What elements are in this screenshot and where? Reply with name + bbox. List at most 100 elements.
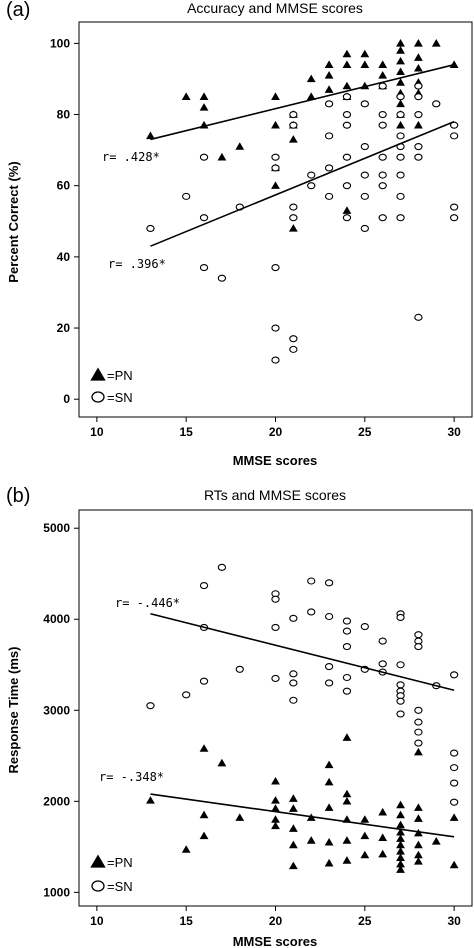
panel-a-point-sn xyxy=(324,132,334,140)
panel-b-point-pn xyxy=(449,860,459,869)
panel-b-point-pn xyxy=(146,796,155,804)
panel-a-point-pn xyxy=(271,181,280,189)
panel-b-point-pn xyxy=(414,850,423,859)
panel-a-x-tick-label: 20 xyxy=(269,425,283,439)
panel-a-point-pn xyxy=(217,152,227,161)
panel-a-point-pn xyxy=(414,63,423,72)
panel-b-point-pn xyxy=(396,820,405,829)
panel-b-point-pn xyxy=(271,821,280,830)
panel-b-point-sn xyxy=(414,706,423,714)
panel-b-point-sn xyxy=(396,681,405,689)
panel-a-point-sn xyxy=(199,214,209,222)
panel-a-fit-label-sn: r= .396* xyxy=(108,257,166,271)
panel-a-point-sn xyxy=(342,182,352,190)
panel-a-point-sn xyxy=(289,110,298,119)
panel-a-point-pn xyxy=(342,60,352,68)
panel-b-point-sn xyxy=(378,637,387,645)
panel-a-point-sn xyxy=(378,182,387,190)
panel-b-fit-label-pn: r= -.348* xyxy=(99,770,164,784)
panel-b-point-pn xyxy=(342,856,352,864)
panel-b-point-sn xyxy=(271,595,280,603)
panel-b-point-sn xyxy=(271,674,280,682)
panel-a-point-sn xyxy=(378,214,387,222)
panel-a-label: (a) xyxy=(6,0,31,21)
panel-b-legend-triangle-icon xyxy=(90,854,106,868)
panel-b-point-pn xyxy=(431,837,441,845)
panel-a-point-pn xyxy=(449,60,459,68)
panel-a-point-pn xyxy=(342,81,352,90)
panel-b-point-pn xyxy=(342,733,352,741)
panel-a-x-tick-label: 10 xyxy=(90,425,104,439)
panel-a-point-sn xyxy=(271,153,280,161)
panel-b-point-pn xyxy=(199,744,209,752)
panel-a-legend-circle-icon xyxy=(91,391,105,403)
panel-a-point-pn xyxy=(235,142,245,150)
panel-a-point-pn xyxy=(324,71,334,79)
panel-b-point-pn xyxy=(396,834,405,842)
panel-a-point-sn xyxy=(396,171,405,179)
panel-b-point-pn xyxy=(342,789,352,798)
panel-b-plot: 10 15 20 25 30 1000 2000 3000 4000 5000 r= -.446* r… xyxy=(43,509,473,928)
panel-a-fit-line-sn xyxy=(150,120,455,247)
panel-b-point-sn xyxy=(342,673,352,682)
panel-b-fit-line-pn xyxy=(150,793,455,838)
panel-a-point-sn xyxy=(360,142,369,151)
panel-b-point-sn xyxy=(146,702,155,710)
panel-a-point-sn xyxy=(360,224,369,232)
panel-b-y-tick-label: 4000 xyxy=(43,612,70,626)
panel-b-point-pn xyxy=(396,853,405,861)
panel-a-point-pn xyxy=(324,85,334,93)
panel-a-point-pn xyxy=(199,103,209,111)
panel-a-point-sn xyxy=(289,214,298,222)
panel-a-y-axis-label: Percent Correct (%) xyxy=(6,161,21,282)
panel-b-point-pn xyxy=(324,837,334,846)
panel-b-point-pn xyxy=(414,828,423,837)
panel-b-point-pn xyxy=(324,803,334,811)
panel-b-point-sn xyxy=(396,697,405,705)
panel-a-point-pn xyxy=(360,60,370,68)
panel-b-point-sn xyxy=(307,608,316,616)
panel-a-point-pn xyxy=(396,46,405,54)
panel-a-y-tick-label: 80 xyxy=(57,108,71,122)
panel-a-legend-label: =SN xyxy=(107,390,133,405)
panel-b-point-pn xyxy=(414,857,423,865)
panel-a-point-sn xyxy=(217,274,227,282)
panel-a-point-pn xyxy=(288,224,298,232)
panel-b-point-pn xyxy=(378,833,388,841)
panel-b-point-pn xyxy=(396,865,405,873)
panel-b-point-pn xyxy=(360,850,370,859)
panel-b-point-sn xyxy=(271,623,280,631)
panel-b-point-sn xyxy=(342,627,352,635)
panel-b-point-pn xyxy=(378,849,388,858)
panel-b-point-sn xyxy=(289,670,298,678)
panel-a-point-sn xyxy=(289,345,298,353)
panel-a-point-sn xyxy=(396,214,405,222)
panel-a-point-sn xyxy=(360,171,369,179)
panel-b-y-tick-label: 1000 xyxy=(43,885,70,899)
panel-a-fit-line-pn xyxy=(150,63,455,141)
panel-b-point-pn xyxy=(271,804,280,812)
panel-b-point-pn xyxy=(324,858,334,867)
panel-a-point-sn xyxy=(342,93,352,101)
panel-b-point-pn xyxy=(217,758,227,767)
panel-b-point-sn xyxy=(324,612,334,621)
panel-a-point-sn xyxy=(378,153,387,161)
panel-a-point-sn xyxy=(449,132,459,140)
panel-b-point-pn xyxy=(396,827,405,836)
panel-a-x-tick-label: 30 xyxy=(447,425,461,439)
panel-a-point-sn xyxy=(324,164,334,172)
panel-a-point-pn xyxy=(271,92,280,100)
panel-b-x-tick-label: 10 xyxy=(90,914,104,928)
panel-b-point-pn xyxy=(199,831,209,840)
panel-a-y-tick-label: 100 xyxy=(50,36,70,50)
panel-a-point-pn xyxy=(146,131,155,140)
panel-a-point-pn xyxy=(342,206,352,214)
panel-b-point-pn xyxy=(181,845,191,853)
panel-b-point-sn xyxy=(449,749,459,757)
panel-a-point-pn xyxy=(378,71,388,79)
panel-b-point-sn xyxy=(414,739,423,747)
panel-a-point-sn xyxy=(271,164,280,172)
panel-b-point-pn xyxy=(288,840,298,849)
panel-b-point-pn xyxy=(271,776,280,785)
panel-b-point-pn xyxy=(396,840,405,849)
